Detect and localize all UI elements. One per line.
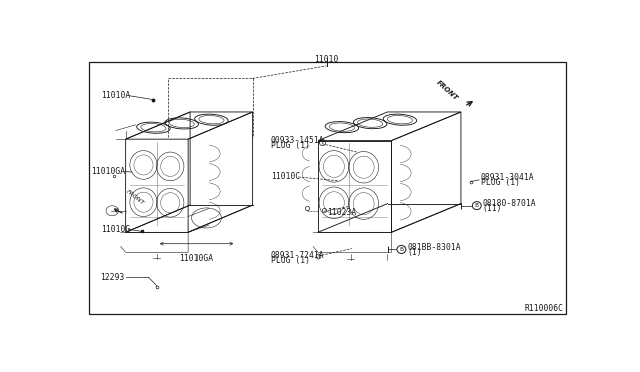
Text: PLUG (1): PLUG (1) (271, 141, 310, 150)
Text: 11010G: 11010G (101, 225, 130, 234)
Text: 081BB-8301A: 081BB-8301A (408, 243, 461, 252)
Text: B: B (475, 203, 479, 208)
Text: 08180-8701A: 08180-8701A (483, 199, 536, 208)
Text: B: B (399, 247, 403, 252)
Text: 11010C: 11010C (271, 173, 300, 182)
Text: PLUG (1): PLUG (1) (271, 256, 310, 264)
Text: 11010: 11010 (314, 55, 339, 64)
Text: R110006C: R110006C (525, 304, 564, 313)
Bar (89, 62, 566, 314)
Text: FRONT: FRONT (436, 80, 460, 102)
Text: 08931-7241A: 08931-7241A (271, 251, 324, 260)
Text: FRONT: FRONT (125, 189, 145, 206)
Text: 11010A: 11010A (101, 91, 130, 100)
Text: 11023A: 11023A (327, 208, 356, 217)
Text: 11010GA: 11010GA (179, 254, 214, 263)
Text: PLUG (1): PLUG (1) (481, 178, 520, 187)
Text: 12293: 12293 (100, 273, 124, 282)
Text: (11): (11) (483, 204, 502, 213)
Text: 00933-1451A: 00933-1451A (271, 136, 324, 145)
Text: 08931-3041A: 08931-3041A (481, 173, 534, 182)
Text: 11010GA: 11010GA (91, 167, 125, 176)
Text: (1): (1) (408, 248, 422, 257)
